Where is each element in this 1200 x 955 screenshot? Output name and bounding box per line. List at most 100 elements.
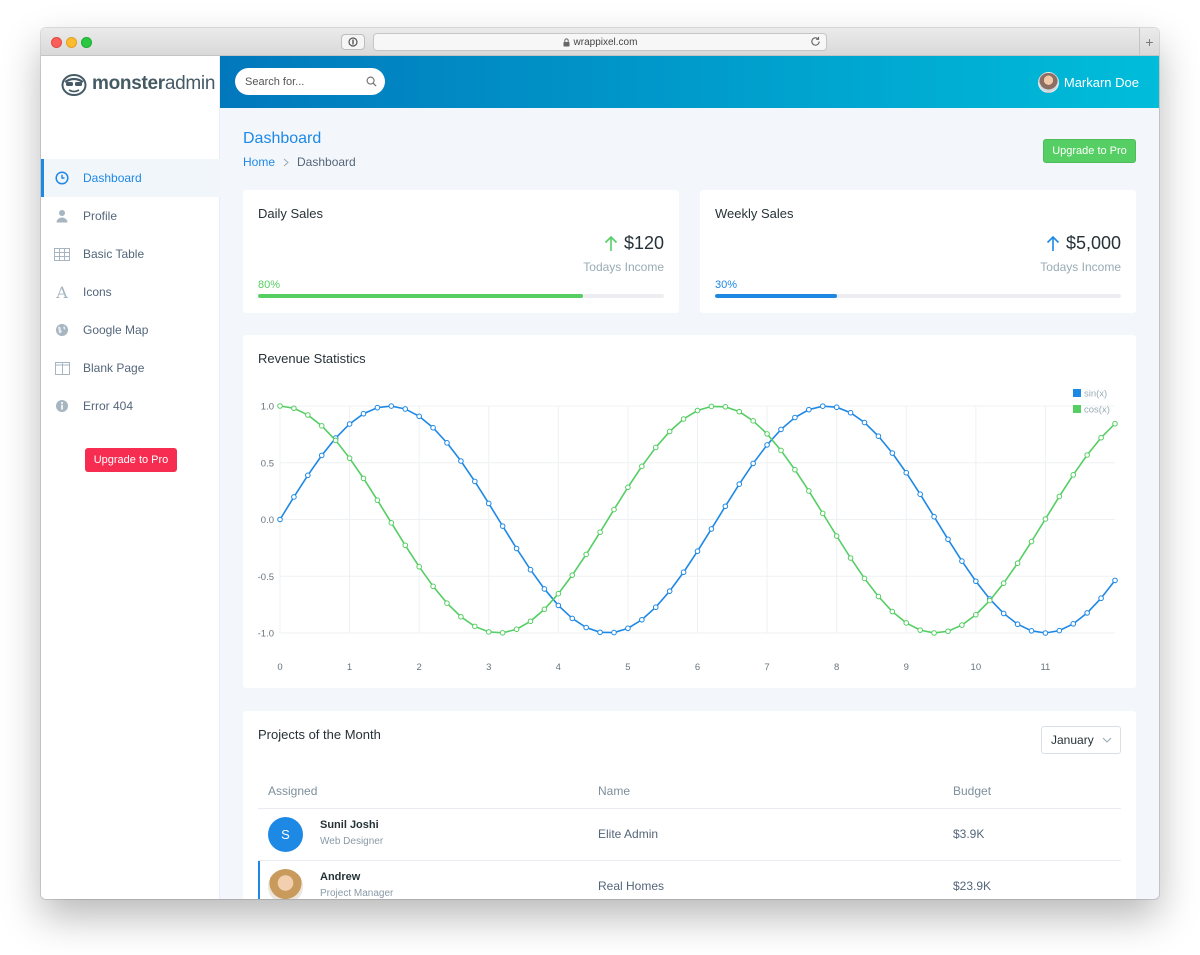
sidebar-upgrade-button[interactable]: Upgrade to Pro xyxy=(85,448,177,472)
x-tick-label: 5 xyxy=(625,662,630,673)
close-window-button[interactable] xyxy=(51,37,62,48)
reload-icon[interactable] xyxy=(810,36,821,50)
user-menu[interactable]: Markarn Doe xyxy=(1037,72,1139,93)
assignee-name: Andrew xyxy=(320,871,361,883)
breadcrumb-current: Dashboard xyxy=(297,155,356,169)
data-point xyxy=(875,593,882,600)
search-input[interactable] xyxy=(245,75,355,88)
project-name: Elite Admin xyxy=(598,827,659,841)
table-row[interactable]: Andrew Project Manager Real Homes $23.9K xyxy=(258,861,1121,899)
data-point xyxy=(1014,621,1021,628)
data-point xyxy=(861,419,868,426)
data-point xyxy=(416,413,422,420)
data-point xyxy=(472,478,478,485)
data-point xyxy=(847,409,854,416)
month-select[interactable]: January xyxy=(1041,726,1121,754)
data-point xyxy=(652,444,659,451)
progress-percent: 80% xyxy=(258,279,281,291)
zoom-window-button[interactable] xyxy=(81,37,92,48)
data-point xyxy=(652,604,659,611)
revenue-line-chart: 1.0 0.5 0.0 -0.5 -1.0 0 1 2 3 4 5 6 7 8 9 10 11 sin(x) cos… xyxy=(258,389,1118,673)
data-point xyxy=(485,500,492,507)
data-point xyxy=(694,407,701,414)
data-point xyxy=(917,491,923,498)
data-point xyxy=(945,536,951,543)
y-tick-label: 0.5 xyxy=(261,458,274,469)
data-point xyxy=(1112,420,1118,427)
chevron-down-icon xyxy=(1102,737,1112,743)
x-tick-label: 4 xyxy=(556,662,561,673)
data-point xyxy=(847,555,854,561)
search-icon[interactable] xyxy=(366,76,377,87)
x-tick-label: 7 xyxy=(764,662,769,673)
data-point xyxy=(945,628,951,635)
data-point xyxy=(569,572,576,578)
data-point xyxy=(597,629,603,636)
data-point xyxy=(555,602,562,609)
minimize-window-button[interactable] xyxy=(66,37,77,48)
income-amount: $120 xyxy=(604,233,664,254)
table-row[interactable]: S Sunil Joshi Web Designer Elite Admin $… xyxy=(258,809,1121,861)
data-point xyxy=(458,613,464,620)
data-point xyxy=(1028,538,1035,545)
privacy-button[interactable] xyxy=(341,34,365,50)
data-point xyxy=(778,426,784,433)
browser-toolbar: wrappixel.com + xyxy=(41,28,1159,56)
avatar xyxy=(268,869,303,899)
data-point xyxy=(931,630,937,636)
breadcrumb-home-link[interactable]: Home xyxy=(243,155,276,169)
data-point xyxy=(388,403,395,409)
data-point xyxy=(806,406,812,413)
sidebar-item-label: Blank Page xyxy=(83,361,145,375)
data-point xyxy=(875,433,882,439)
data-point xyxy=(722,503,729,510)
data-point xyxy=(472,623,478,630)
sidebar: monsteradmin Dashboard Profile Basic Tab… xyxy=(41,56,220,899)
sidebar-item-blank-page[interactable]: Blank Page xyxy=(41,349,220,387)
data-point xyxy=(402,542,409,549)
income-value: $5,000 xyxy=(1065,233,1121,253)
table-header: Assigned Name Budget xyxy=(258,781,1121,809)
data-point xyxy=(1084,610,1090,616)
data-point xyxy=(541,606,548,613)
data-point xyxy=(792,414,798,421)
browser-window: wrappixel.com + monsteradmin Dashboard xyxy=(41,28,1159,899)
sidebar-item-profile[interactable]: Profile xyxy=(41,197,220,235)
sidebar-item-error-404[interactable]: Error 404 xyxy=(41,387,220,425)
data-point xyxy=(458,458,464,464)
sidebar-item-google-map[interactable]: Google Map xyxy=(41,311,220,349)
new-tab-button[interactable]: + xyxy=(1139,28,1159,56)
data-point xyxy=(499,523,506,529)
sidebar-item-label: Google Map xyxy=(83,323,149,337)
data-point xyxy=(1042,630,1049,636)
data-point xyxy=(792,466,798,473)
columns-icon xyxy=(54,360,70,376)
sidebar-item-dashboard[interactable]: Dashboard xyxy=(41,159,220,197)
data-point xyxy=(360,410,367,417)
data-point xyxy=(291,494,297,500)
card-title: Daily Sales xyxy=(258,206,324,221)
x-tick-label: 8 xyxy=(834,662,839,673)
info-icon xyxy=(54,398,70,414)
x-tick-label: 6 xyxy=(695,662,700,673)
data-point xyxy=(625,484,631,491)
data-point xyxy=(736,481,743,487)
data-point xyxy=(764,442,770,448)
data-point xyxy=(305,472,311,479)
sidebar-item-basic-table[interactable]: Basic Table xyxy=(41,235,220,273)
data-point xyxy=(555,590,562,597)
user-icon xyxy=(54,208,70,224)
data-point xyxy=(1098,595,1104,602)
legend-label: sin(x) xyxy=(1084,389,1107,400)
data-point xyxy=(680,416,687,422)
address-bar[interactable]: wrappixel.com xyxy=(373,33,827,51)
upgrade-to-pro-button[interactable]: Upgrade to Pro xyxy=(1043,139,1136,163)
progress-bar xyxy=(258,294,664,298)
column-header: Assigned xyxy=(268,784,318,798)
sidebar-item-icons[interactable]: A Icons xyxy=(41,273,220,311)
data-point xyxy=(764,431,770,437)
project-budget: $3.9K xyxy=(953,827,985,841)
data-point xyxy=(959,558,965,564)
brand-logo[interactable]: monsteradmin xyxy=(61,72,215,96)
data-point xyxy=(583,551,589,558)
